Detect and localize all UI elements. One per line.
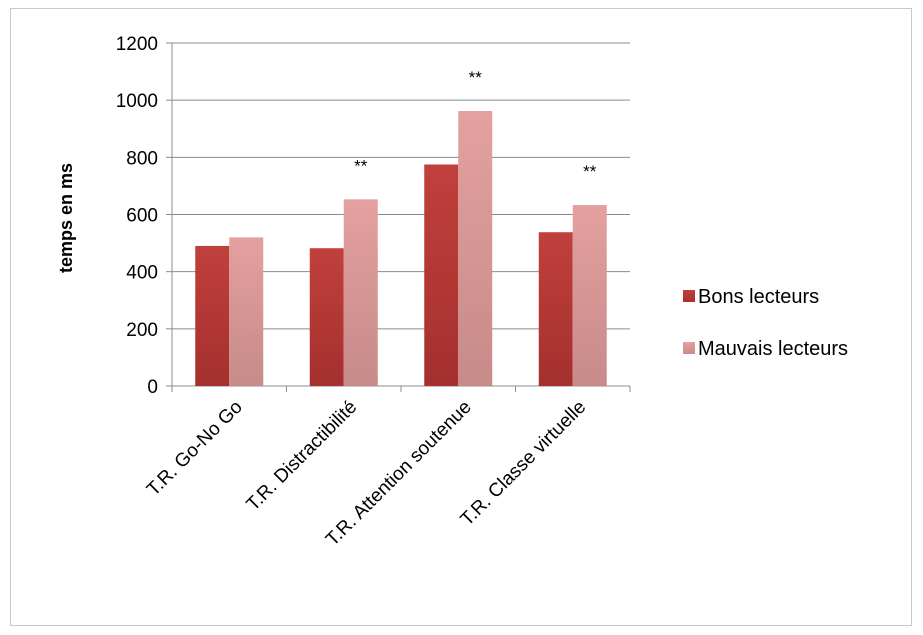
bar-bons	[309, 248, 344, 386]
y-tick-label: 1200	[116, 34, 158, 55]
significance-annotation: **	[354, 156, 368, 175]
bar-mauvais	[458, 111, 493, 387]
legend: Bons lecteurs Mauvais lecteurs	[683, 286, 848, 360]
bar-bons	[195, 245, 230, 386]
x-category-label: T.R. Go-No Go	[143, 397, 247, 501]
bar-bons	[424, 164, 459, 386]
legend-swatch	[683, 290, 695, 302]
x-category-label: T.R. Classe virtuelle	[457, 397, 591, 531]
y-tick-label: 600	[126, 206, 158, 227]
significance-annotation: **	[583, 162, 597, 181]
axes	[166, 42, 631, 392]
bar-mauvais	[229, 237, 264, 386]
legend-label: Mauvais lecteurs	[698, 338, 848, 360]
y-tick-label: 800	[126, 148, 158, 169]
bar-mauvais	[572, 205, 607, 386]
y-tick-label: 200	[126, 320, 158, 341]
x-category-label: T.R. Distractibilité	[243, 397, 362, 516]
bars	[195, 111, 607, 387]
y-tick-label: 400	[126, 263, 158, 284]
legend-label: Bons lecteurs	[698, 286, 819, 308]
bar-bons	[538, 232, 573, 386]
y-axis-label: temps en ms	[56, 163, 76, 273]
y-tick-label: 1000	[116, 91, 158, 112]
legend-swatch	[683, 342, 695, 354]
y-tick-label: 0	[147, 377, 158, 398]
significance-annotation: **	[469, 68, 483, 87]
bar-mauvais	[343, 199, 378, 386]
